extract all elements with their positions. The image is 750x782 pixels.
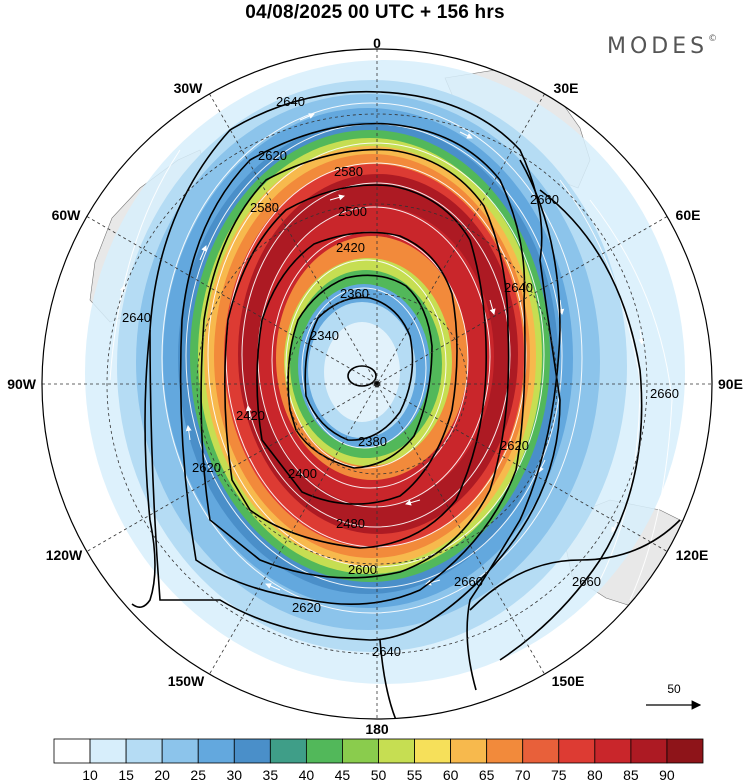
colorbar-swatch <box>378 738 415 764</box>
lon-label-60e: 60E <box>676 207 701 223</box>
lon-label-0: 0 <box>373 35 381 51</box>
colorbar: 10 15 20 25 30 35 40 45 50 55 60 65 70 75 80 85 90 <box>53 738 704 782</box>
graticule <box>42 49 712 719</box>
contour-label: 2400 <box>288 466 317 481</box>
colorbar-swatch <box>89 738 127 764</box>
colorbar-swatch <box>161 738 199 764</box>
lon-label-150w: 150W <box>168 673 205 689</box>
lon-label-120e: 120E <box>676 547 709 563</box>
contour-label: 2420 <box>236 408 265 423</box>
contour-label: 2640 <box>372 644 401 659</box>
colorbar-tick-label: 15 <box>118 767 134 782</box>
contour-label: 2620 <box>192 460 221 475</box>
colorbar-tick-label: 10 <box>82 767 98 782</box>
contour-label: 2660 <box>530 192 559 207</box>
brand-text: MODES <box>607 34 709 59</box>
chart-title: 04/08/2025 00 UTC + 156 hrs <box>245 2 505 23</box>
contour-label: 2360 <box>340 286 369 301</box>
colorbar-swatch <box>125 738 163 764</box>
contour-label: 2600 <box>348 562 377 577</box>
colorbar-swatch <box>522 738 560 764</box>
colorbar-tick-label: 45 <box>335 767 351 782</box>
colorbar-swatch <box>450 738 488 764</box>
map-disc <box>42 49 712 719</box>
contour-label: 2580 <box>334 164 363 179</box>
contour-label: 2420 <box>336 240 365 255</box>
reference-vector: 50 <box>646 682 702 710</box>
contour-label: 2640 <box>504 280 533 295</box>
colorbar-tick-label: 85 <box>623 767 639 782</box>
colorbar-tick-label: 90 <box>659 767 675 782</box>
colorbar-tick-label: 30 <box>226 767 242 782</box>
longitude-labels: 0 180 90W 90E 30W 30E 60W 60E 120W 120E … <box>7 35 743 737</box>
colorbar-swatch <box>486 738 524 764</box>
lon-label-120w: 120W <box>46 547 83 563</box>
contour-label: 2380 <box>358 434 387 449</box>
lon-label-30w: 30W <box>174 80 204 96</box>
lon-label-30e: 30E <box>554 80 579 96</box>
colorbar-tick-label: 40 <box>299 767 315 782</box>
colorbar-tick-label: 50 <box>371 767 387 782</box>
contour-label: 2480 <box>336 516 365 531</box>
contour-label: 2640 <box>122 310 151 325</box>
colorbar-swatch <box>342 738 379 764</box>
contour-label: 2340 <box>310 328 339 343</box>
contour-labels: 2640 2620 2580 2500 2420 2360 2340 2380 … <box>122 94 679 659</box>
contour-label: 2660 <box>650 386 679 401</box>
lon-label-90e: 90E <box>718 376 743 392</box>
colorbar-swatch <box>269 738 307 764</box>
copyright-mark: © <box>708 34 718 44</box>
colorbar-swatch <box>414 738 452 764</box>
lon-label-180: 180 <box>365 721 389 737</box>
colorbar-tick-label: 70 <box>515 767 531 782</box>
wind-speed-shading <box>85 60 685 684</box>
colorbar-swatch <box>630 738 668 764</box>
colorbar-tick-label: 60 <box>443 767 459 782</box>
contour-label: 2580 <box>250 200 279 215</box>
colorbar-swatch <box>197 738 235 764</box>
colorbar-tick-label: 20 <box>154 767 170 782</box>
colorbar-tick-label: 75 <box>551 767 567 782</box>
contour-label: 2660 <box>572 574 601 589</box>
lon-label-90w: 90W <box>7 376 37 392</box>
reference-vector-label: 50 <box>667 682 681 696</box>
height-contours <box>131 90 681 719</box>
lon-label-150e: 150E <box>552 673 585 689</box>
colorbar-swatch <box>594 738 632 764</box>
colorbar-tick-label: 35 <box>263 767 279 782</box>
contour-label: 2620 <box>500 438 529 453</box>
colorbar-swatch <box>305 738 343 764</box>
colorbar-tick-label: 25 <box>190 767 206 782</box>
vector-arrowheads <box>119 113 645 591</box>
colorbar-swatch <box>53 738 91 764</box>
contour-label: 2620 <box>258 148 287 163</box>
colorbar-tick-label: 65 <box>479 767 495 782</box>
brand-logo: MODES© <box>607 34 717 59</box>
contour-label: 2660 <box>454 574 483 589</box>
colorbar-swatch <box>558 738 596 764</box>
colorbar-tick-label: 80 <box>587 767 603 782</box>
map-border <box>41 48 713 720</box>
colorbar-tick-label: 55 <box>407 767 423 782</box>
lon-label-60w: 60W <box>52 207 82 223</box>
contour-label: 2640 <box>276 94 305 109</box>
contour-label: 2500 <box>338 204 367 219</box>
colorbar-swatch <box>233 738 271 764</box>
south-pole-marker <box>374 381 380 387</box>
contour-label: 2620 <box>292 600 321 615</box>
colorbar-swatch <box>666 738 704 764</box>
